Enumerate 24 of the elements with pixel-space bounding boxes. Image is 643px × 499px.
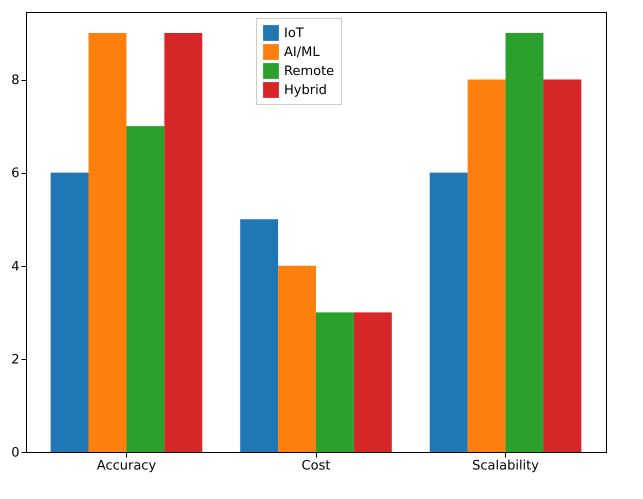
bar (506, 32, 544, 452)
y-tick-label: 6 (11, 166, 20, 182)
y-tick-label: 2 (11, 352, 20, 368)
bar (468, 80, 506, 452)
legend-label: Hybrid (284, 83, 327, 98)
bar (316, 312, 354, 452)
x-tick-label: Scalability (472, 458, 540, 474)
y-tick-label: 4 (11, 259, 20, 274)
bar (164, 32, 202, 452)
bar (50, 172, 89, 452)
bar (543, 80, 582, 452)
legend-label: Remote (284, 64, 334, 79)
x-tick-label: Accuracy (96, 458, 156, 474)
bar (278, 266, 316, 452)
y-tick-label: 8 (11, 73, 20, 88)
x-tick-label: Cost (302, 458, 330, 474)
bar (240, 219, 278, 452)
legend-label: AI/ML (284, 45, 320, 60)
bar (126, 126, 164, 452)
legend-label: IoT (284, 26, 304, 41)
bar (88, 32, 126, 452)
y-tick-label: 0 (11, 446, 20, 460)
bar (354, 312, 392, 452)
bar (430, 172, 468, 452)
